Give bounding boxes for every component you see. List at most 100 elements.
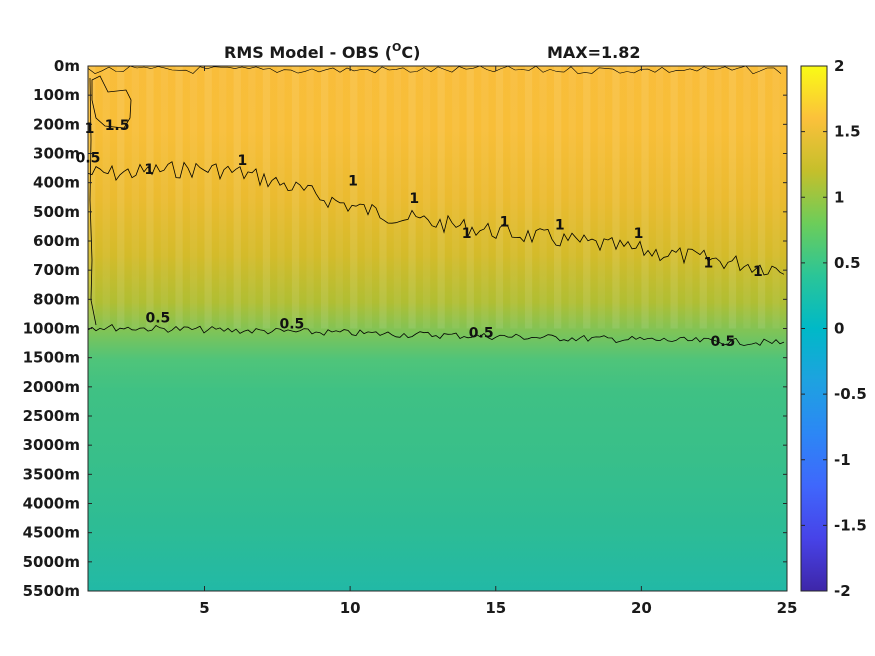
y-tick-label: 5500m [23, 582, 80, 600]
stripe [408, 66, 416, 329]
stripe [248, 66, 256, 329]
colorbar-tick-label: -1.5 [834, 516, 867, 534]
colorbar-tick-label: 2 [834, 57, 844, 75]
y-tick-label: 200m [33, 115, 80, 133]
contour-line-top [88, 66, 782, 75]
stripe [117, 66, 125, 329]
contour-label: 1 [500, 214, 510, 230]
stripe [481, 66, 489, 329]
colorbar-tick-label: 1 [834, 188, 844, 206]
y-tick-label: 4500m [23, 524, 80, 542]
contour-label: 1 [348, 174, 358, 190]
contour-label: 1.5 [105, 118, 130, 134]
stripe [393, 66, 402, 329]
y-tick-label: 500m [33, 203, 80, 221]
stripe [495, 66, 504, 329]
chart-title: RMS Model - OBS (OC) [224, 41, 420, 62]
x-axis-ticks: 5 10 15 20 25 [199, 66, 797, 617]
stripe [422, 66, 431, 329]
stripe [379, 66, 387, 329]
contour-label: 0.5 [76, 150, 101, 166]
contour-labels: 1.5 1 0.5 1 1 1 1 1 1 1 1 1 1 0.5 0.5 0.5 0.5 [76, 118, 763, 350]
y-tick-label: 3000m [23, 436, 80, 454]
stripe [364, 66, 372, 329]
colorbar-tick-label: -2 [834, 582, 851, 600]
stripe [743, 66, 751, 329]
stripe [321, 66, 329, 329]
stripe [568, 66, 576, 329]
stripe [175, 66, 183, 329]
stripe [772, 66, 780, 329]
contour-label: 1 [555, 217, 565, 233]
colorbar-tick-label: 1.5 [834, 123, 861, 141]
stripe [102, 66, 110, 329]
stripe [510, 66, 518, 329]
contour-label: 1 [462, 226, 472, 242]
stripe [626, 66, 635, 329]
contour-label: 0.5 [710, 334, 735, 350]
stripe [262, 66, 271, 329]
stripe [146, 66, 154, 329]
y-tick-label: 300m [33, 145, 80, 163]
stripe [189, 66, 198, 329]
stripe [306, 66, 314, 329]
contour-label: 1 [409, 191, 419, 207]
y-tick-label: 2500m [23, 407, 80, 425]
stripe [277, 66, 285, 329]
contour-line-1-5 [91, 75, 132, 129]
stripe [204, 66, 212, 329]
contour-label: 1 [704, 255, 714, 271]
x-tick-label: 5 [199, 599, 209, 617]
stripe [524, 66, 533, 329]
plot-area [88, 66, 787, 591]
stripe [452, 66, 460, 329]
stripe [597, 66, 605, 329]
contour-label: 1 [238, 153, 248, 169]
y-axis-ticks: 0m100m200m300m400m500m600m700m800m1000m1… [23, 57, 787, 600]
stripe [757, 66, 766, 329]
heatmap-field [88, 66, 787, 591]
y-tick-label: 4000m [23, 495, 80, 513]
y-tick-label: 0m [54, 57, 80, 75]
stripe [88, 66, 96, 329]
stripe [437, 66, 445, 329]
title-unit-superscript: O [392, 41, 401, 54]
y-tick-label: 5000m [23, 553, 80, 571]
stripe [685, 66, 693, 329]
stripe [233, 66, 241, 329]
stripe [539, 66, 547, 329]
stripe [670, 66, 678, 329]
stripe [728, 66, 737, 329]
stripe [655, 66, 664, 329]
y-tick-label: 1500m [23, 349, 80, 367]
contour-line-1 [88, 161, 785, 276]
colorbar-tick-label: -1 [834, 451, 851, 469]
stripe [612, 66, 620, 329]
y-tick-label: 100m [33, 86, 80, 104]
contour-label: 0.5 [469, 325, 494, 341]
stripe [641, 66, 649, 329]
contour-line-0-5-left [89, 77, 97, 326]
chart-max-label: MAX=1.82 [547, 43, 641, 62]
colorbar-tick-label: -0.5 [834, 385, 867, 403]
stripe [714, 66, 722, 329]
stripe [219, 66, 227, 329]
stripe [335, 66, 343, 329]
stripe [291, 66, 300, 329]
y-tick-label: 600m [33, 232, 80, 250]
y-tick-label: 400m [33, 174, 80, 192]
stripe [554, 66, 562, 329]
y-tick-label: 3500m [23, 465, 80, 483]
y-tick-label: 700m [33, 261, 80, 279]
stripe [131, 66, 139, 329]
stripe [583, 66, 591, 329]
contour-label: 0.5 [145, 311, 170, 327]
x-tick-label: 20 [631, 599, 652, 617]
stripe [466, 66, 474, 329]
colorbar-tick-label: 0.5 [834, 254, 861, 272]
contour-label: 1 [85, 121, 95, 137]
stripe [350, 66, 358, 329]
colorbar-tick-label: 0 [834, 320, 844, 338]
y-tick-label: 1000m [23, 320, 80, 338]
